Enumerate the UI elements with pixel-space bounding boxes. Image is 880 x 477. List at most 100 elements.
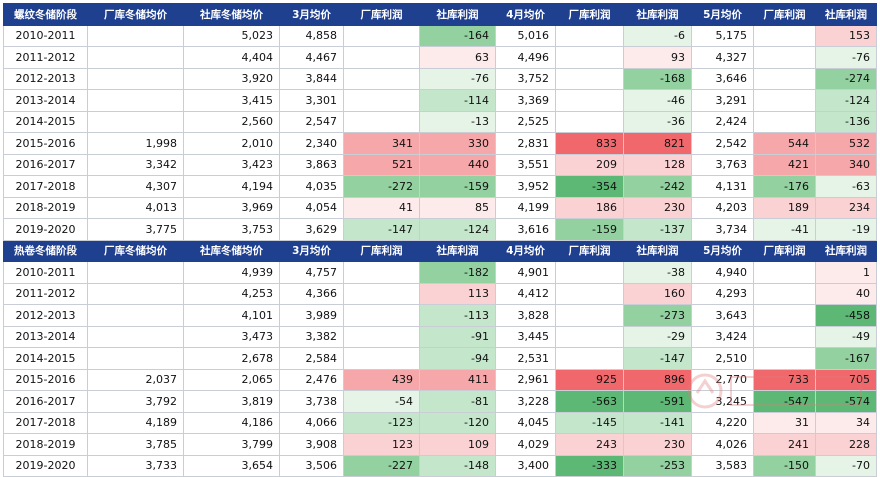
- period-cell: 2011-2012: [3, 282, 88, 305]
- price-cell: 4,220: [691, 411, 754, 434]
- hotcoil-header-row: 热卷冬储阶段 厂库冬储均价 社库冬储均价 3月均价 厂库利润 社库利润 4月均价 厂库利润 社库…: [3, 239, 877, 262]
- column-header: 厂库利润: [753, 3, 816, 26]
- profit-cell: -164: [419, 24, 496, 47]
- profit-cell: -29: [623, 325, 692, 348]
- price-cell: 3,828: [495, 304, 556, 327]
- price-cell: 4,035: [279, 175, 344, 198]
- table-row: 2011-2012 4,404 4,467 63 4,496 93 4,327 -76: [3, 46, 877, 69]
- period-cell: 2019-2020: [3, 218, 88, 241]
- column-header: 3月均价: [279, 239, 344, 262]
- profit-cell: 821: [623, 132, 692, 155]
- period-cell: 2012-2013: [3, 67, 88, 90]
- profit-cell: -273: [623, 304, 692, 327]
- price-cell: 3,785: [87, 433, 184, 456]
- profit-cell: -137: [623, 218, 692, 241]
- table-row: 2014-2015 2,560 2,547 -13 2,525 -36 2,424 -136: [3, 110, 877, 133]
- price-cell: 3,738: [279, 390, 344, 413]
- price-cell: 5,023: [183, 24, 280, 47]
- profit-cell: -272: [343, 175, 420, 198]
- column-header: 5月均价: [691, 239, 754, 262]
- price-cell: 3,382: [279, 325, 344, 348]
- profit-cell: -458: [815, 304, 877, 327]
- profit-cell: 544: [753, 132, 816, 155]
- profit-cell: 439: [343, 368, 420, 391]
- profit-cell: [555, 89, 624, 112]
- profit-cell: -150: [753, 454, 816, 477]
- profit-cell: 93: [623, 46, 692, 69]
- profit-cell: -547: [753, 390, 816, 413]
- profit-cell: [753, 89, 816, 112]
- price-cell: [87, 347, 184, 370]
- profit-cell: 896: [623, 368, 692, 391]
- profit-cell: -168: [623, 67, 692, 90]
- profit-cell: 733: [753, 368, 816, 391]
- price-cell: [87, 67, 184, 90]
- column-header: 社库利润: [623, 3, 692, 26]
- winter-storage-profit-tables: 螺纹冬储阶段 厂库冬储均价 社库冬储均价 3月均价 厂库利润 社库利润 4月均价 厂库利润 社库…: [3, 3, 877, 477]
- price-cell: 4,199: [495, 196, 556, 219]
- profit-cell: -81: [419, 390, 496, 413]
- profit-cell: -49: [815, 325, 877, 348]
- price-cell: 3,844: [279, 67, 344, 90]
- profit-cell: -6: [623, 24, 692, 47]
- price-cell: 3,424: [691, 325, 754, 348]
- price-cell: 4,253: [183, 282, 280, 305]
- profit-cell: 411: [419, 368, 496, 391]
- profit-cell: -91: [419, 325, 496, 348]
- profit-cell: 85: [419, 196, 496, 219]
- profit-cell: 521: [343, 153, 420, 176]
- column-header: 厂库利润: [555, 3, 624, 26]
- price-cell: 4,467: [279, 46, 344, 69]
- profit-cell: [343, 347, 420, 370]
- price-cell: 4,045: [495, 411, 556, 434]
- column-header: 社库利润: [815, 3, 877, 26]
- table-row: 2012-2013 3,920 3,844 -76 3,752 -168 3,646 -274: [3, 67, 877, 90]
- table-row: 2015-2016 2,037 2,065 2,476 439 411 2,961 925 89…: [3, 368, 877, 391]
- table-row: 2018-2019 3,785 3,799 3,908 123 109 4,029 243 23…: [3, 433, 877, 456]
- profit-cell: 440: [419, 153, 496, 176]
- price-cell: 4,189: [87, 411, 184, 434]
- table-row: 2012-2013 4,101 3,989 -113 3,828 -273 3,643 -45…: [3, 304, 877, 327]
- price-cell: 3,423: [183, 153, 280, 176]
- profit-cell: [753, 110, 816, 133]
- price-cell: 2,831: [495, 132, 556, 155]
- column-header: 4月均价: [495, 239, 556, 262]
- profit-cell: [343, 261, 420, 284]
- profit-cell: -147: [343, 218, 420, 241]
- profit-cell: 31: [753, 411, 816, 434]
- profit-cell: 341: [343, 132, 420, 155]
- price-cell: 4,293: [691, 282, 754, 305]
- price-cell: 5,016: [495, 24, 556, 47]
- profit-cell: [753, 325, 816, 348]
- profit-cell: [343, 325, 420, 348]
- column-header: 3月均价: [279, 3, 344, 26]
- profit-cell: [753, 304, 816, 327]
- profit-cell: -13: [419, 110, 496, 133]
- price-cell: 3,753: [183, 218, 280, 241]
- profit-cell: [343, 24, 420, 47]
- column-header: 螺纹冬储阶段: [3, 3, 88, 26]
- price-cell: 3,733: [87, 454, 184, 477]
- period-cell: 2011-2012: [3, 46, 88, 69]
- price-cell: 2,510: [691, 347, 754, 370]
- column-header: 社库利润: [623, 239, 692, 262]
- profit-cell: 186: [555, 196, 624, 219]
- profit-cell: -148: [419, 454, 496, 477]
- price-cell: 2,525: [495, 110, 556, 133]
- price-cell: 2,560: [183, 110, 280, 133]
- price-cell: 3,445: [495, 325, 556, 348]
- price-cell: 3,342: [87, 153, 184, 176]
- column-header: 热卷冬储阶段: [3, 239, 88, 262]
- price-cell: 4,194: [183, 175, 280, 198]
- price-cell: 2,584: [279, 347, 344, 370]
- profit-cell: 189: [753, 196, 816, 219]
- profit-cell: 230: [623, 196, 692, 219]
- profit-cell: -253: [623, 454, 692, 477]
- price-cell: 3,473: [183, 325, 280, 348]
- column-header: 4月均价: [495, 3, 556, 26]
- column-header: 社库冬储均价: [183, 3, 280, 26]
- profit-cell: [555, 110, 624, 133]
- price-cell: [87, 282, 184, 305]
- profit-cell: 109: [419, 433, 496, 456]
- price-cell: 4,496: [495, 46, 556, 69]
